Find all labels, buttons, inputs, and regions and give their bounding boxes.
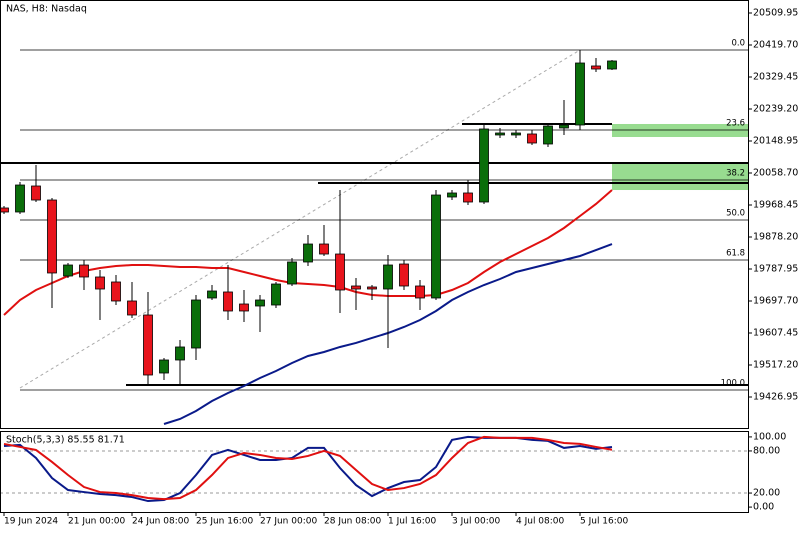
x-tick-label: 21 Jun 00:00 bbox=[68, 517, 125, 527]
candle-body bbox=[207, 290, 217, 299]
indicator-frame bbox=[0, 431, 749, 513]
candle-body bbox=[191, 299, 201, 349]
candle-body bbox=[63, 264, 73, 277]
y-tick-label: 20058.70 bbox=[753, 167, 798, 178]
candle-body bbox=[543, 125, 553, 145]
fib-label: 23.6 bbox=[726, 118, 745, 128]
y-tick-label: 20419.70 bbox=[753, 39, 798, 50]
candle-body bbox=[47, 199, 57, 274]
candle-body bbox=[0, 207, 9, 213]
plot-layer: 0.0 23.6 38.2 50.0 61.8 100.0 bbox=[0, 38, 748, 503]
fib-label: 61.8 bbox=[726, 249, 745, 259]
candle-body bbox=[95, 276, 105, 290]
x-tick-label: 24 Jun 08:00 bbox=[132, 517, 189, 527]
y-tick-label: 19878.20 bbox=[753, 231, 798, 242]
x-tick-label: 1 Jul 16:00 bbox=[388, 517, 437, 527]
candle-body bbox=[239, 303, 249, 312]
line-series bbox=[3, 189, 613, 316]
x-tick-label: 3 Jul 00:00 bbox=[452, 517, 501, 527]
y-tick-label: 80.00 bbox=[753, 445, 780, 456]
fib-label: 0.0 bbox=[731, 38, 745, 48]
candle-body bbox=[159, 359, 169, 374]
y-tick-label: 20329.45 bbox=[753, 71, 798, 82]
candle-body bbox=[575, 62, 585, 126]
candle-body bbox=[447, 192, 457, 198]
candle-body bbox=[319, 243, 329, 255]
candle-body bbox=[31, 185, 41, 201]
candle-body bbox=[271, 283, 281, 306]
candle-body bbox=[431, 194, 441, 299]
candle-body bbox=[383, 264, 393, 290]
candle-body bbox=[303, 243, 313, 263]
x-tick-label: 5 Jul 16:00 bbox=[580, 517, 629, 527]
x-tick-label: 4 Jul 08:00 bbox=[516, 517, 565, 527]
candle-body bbox=[143, 314, 153, 376]
candle-body bbox=[399, 263, 409, 287]
y-tick-label: 20509.95 bbox=[753, 7, 798, 18]
x-tick-label: 25 Jun 16:00 bbox=[196, 517, 253, 527]
y-tick-label: 20.00 bbox=[753, 488, 780, 499]
y-tick-label: 20148.95 bbox=[753, 135, 798, 146]
fib-label: 38.2 bbox=[726, 169, 745, 179]
candle-body bbox=[495, 132, 505, 136]
y-tick-label: 19426.95 bbox=[753, 391, 798, 402]
y-tick-label: 19787.95 bbox=[753, 263, 798, 274]
fib-label: 50.0 bbox=[726, 209, 745, 219]
y-tick-label: 19697.70 bbox=[753, 295, 798, 306]
candle-body bbox=[111, 281, 121, 302]
candle-body bbox=[79, 264, 89, 278]
candle-body bbox=[415, 285, 425, 299]
candle-body bbox=[351, 285, 361, 290]
candle-body bbox=[607, 60, 617, 70]
candle-body bbox=[255, 299, 265, 307]
candle-body bbox=[223, 291, 233, 312]
candle-body bbox=[527, 133, 537, 144]
y-tick-label: 20239.20 bbox=[753, 103, 798, 114]
fib-label: 100.0 bbox=[721, 378, 745, 388]
candle-body bbox=[479, 128, 489, 203]
x-tick-label: 27 Jun 00:00 bbox=[260, 517, 317, 527]
zone bbox=[612, 163, 748, 191]
candle-body bbox=[175, 346, 185, 361]
chart-title: NAS, H8: Nasdaq bbox=[6, 4, 87, 15]
candle-body bbox=[15, 184, 25, 213]
line-series bbox=[3, 435, 613, 501]
candle-body bbox=[591, 65, 601, 70]
trendline bbox=[19, 49, 581, 389]
zone bbox=[612, 123, 748, 138]
candle-body bbox=[511, 132, 521, 136]
y-tick-label: 19517.20 bbox=[753, 359, 798, 370]
candle-body bbox=[287, 261, 297, 285]
y-tick-label: 0.00 bbox=[753, 502, 774, 513]
candle-body bbox=[463, 192, 473, 203]
candle-body bbox=[335, 253, 345, 291]
y-tick-label: 100.00 bbox=[753, 431, 786, 442]
x-tick-label: 28 Jun 08:00 bbox=[324, 517, 381, 527]
x-tick-label: 19 Jun 2024 bbox=[4, 517, 58, 527]
candle-body bbox=[559, 124, 569, 129]
candle-body bbox=[367, 286, 377, 290]
candle-body bbox=[127, 300, 137, 316]
main-frame bbox=[0, 0, 749, 429]
y-tick-label: 19607.45 bbox=[753, 327, 798, 338]
y-tick-label: 19968.45 bbox=[753, 199, 798, 210]
indicator-title: Stoch(5,3,3) 85.55 81.71 bbox=[6, 435, 125, 446]
